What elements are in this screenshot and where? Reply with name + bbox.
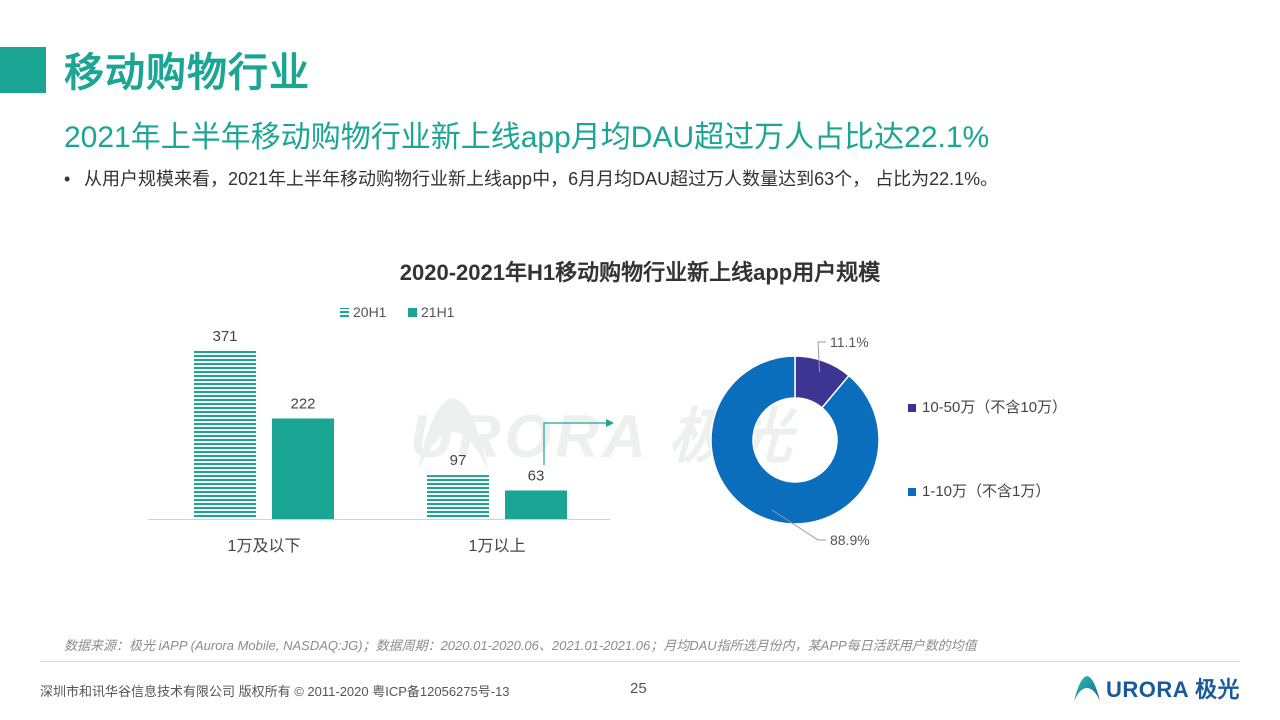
footer-brand-logo: URORA 极光	[1072, 672, 1240, 704]
bar-20h1-2	[427, 475, 489, 519]
bar-legend: 20H1 21H1	[340, 304, 455, 320]
legend-label-21h1: 21H1	[421, 304, 455, 320]
data-label-20h1-2: 97	[450, 452, 467, 469]
bar-21h1-2	[505, 490, 567, 519]
page-title: 移动购物行业	[64, 51, 310, 95]
bar-21h1-1	[272, 418, 334, 519]
legend-swatch-20h1	[340, 308, 349, 317]
bullet-marker: •	[64, 169, 71, 189]
data-label-21h1-2: 63	[528, 467, 545, 484]
slice-label-2: 88.9%	[830, 532, 870, 548]
category-label-2: 1万以上	[469, 537, 526, 555]
bullet-text: 从用户规模来看，2021年上半年移动购物行业新上线app中，6月月均DAU超过万…	[84, 169, 999, 189]
donut-legend-swatch-2	[908, 488, 916, 496]
bar-20h1-1	[194, 351, 256, 519]
donut-legend-label-2: 1-10万（不含1万）	[922, 483, 1050, 500]
slice-label-1: 11.1%	[830, 334, 869, 350]
donut-legend-label-1: 10-50万（不含10万）	[922, 399, 1067, 416]
footer-divider	[40, 661, 1240, 662]
footer-copyright: 深圳市和讯华谷信息技术有限公司 版权所有 © 2011-2020 粤ICP备12…	[40, 684, 510, 699]
aurora-logo-icon	[1074, 676, 1100, 701]
donut-slice-2	[710, 355, 880, 525]
leader-line-2	[771, 509, 826, 541]
callout-arrow-head-icon	[606, 419, 614, 427]
data-label-21h1-1: 222	[290, 395, 315, 412]
page-number: 25	[630, 680, 647, 697]
donut-legend-swatch-1	[908, 404, 916, 412]
category-label-1: 1万及以下	[228, 538, 301, 555]
donut-chart: 11.1% 88.9% 10-50万（不含10万） 1-10万（不含1万）	[710, 334, 1067, 548]
legend-label-20h1: 20H1	[353, 304, 387, 320]
footer-brand-text: URORA 极光	[1106, 677, 1240, 702]
bar-chart: 20H1 21H1 371 222 1万及以下 97 63 1万以上	[148, 304, 614, 555]
source-note: 数据来源：极光 iAPP (Aurora Mobile, NASDAQ:JG)；…	[64, 638, 977, 653]
leader-line-1	[817, 341, 826, 373]
callout-arrow-line	[543, 422, 606, 465]
page-subtitle: 2021年上半年移动购物行业新上线app月均DAU超过万人占比达22.1%	[64, 121, 990, 154]
watermark-logo-icon	[418, 398, 488, 470]
legend-swatch-21h1	[408, 308, 417, 317]
bullet-point: • 从用户规模来看，2021年上半年移动购物行业新上线app中，6月月均DAU超过…	[64, 165, 998, 191]
title-accent-bar	[0, 47, 46, 93]
chart-title: 2020-2021年H1移动购物行业新上线app用户规模	[399, 260, 881, 285]
data-label-20h1-1: 371	[212, 328, 237, 345]
